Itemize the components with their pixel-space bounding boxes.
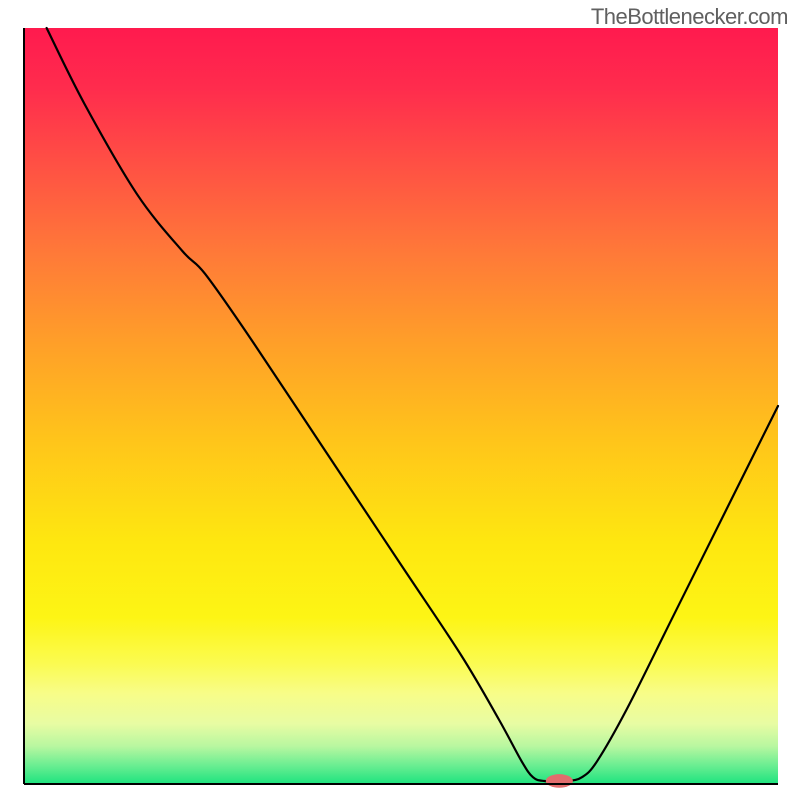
plot-background: [24, 28, 778, 784]
chart-container: TheBottlenecker.com: [0, 0, 800, 800]
watermark-text: TheBottlenecker.com: [591, 4, 788, 30]
bottleneck-chart: [0, 0, 800, 800]
optimal-marker: [546, 774, 573, 788]
